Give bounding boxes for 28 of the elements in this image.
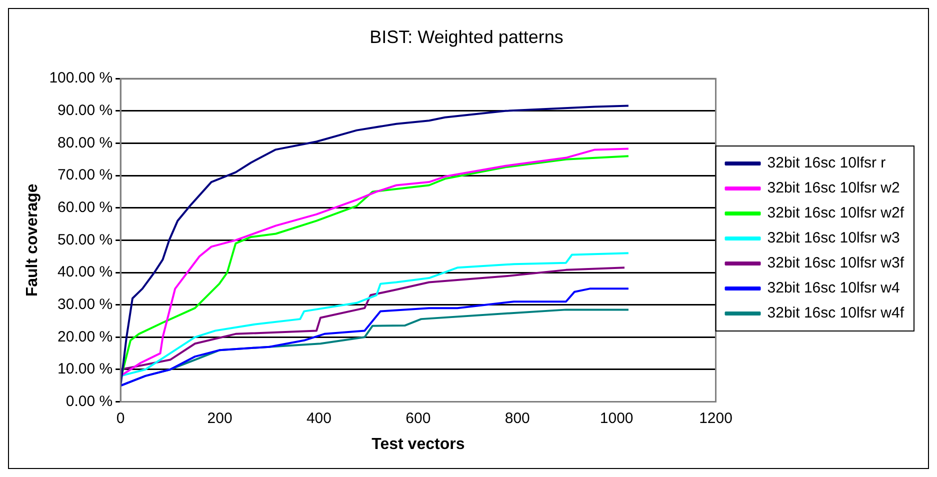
y-tick-label: 0.00 %	[66, 392, 113, 410]
y-tick-label: 40.00 %	[58, 264, 113, 281]
legend-label: 32bit 16sc 10lfsr w3f	[767, 254, 905, 272]
legend-label: 32bit 16sc 10lfsr w3	[767, 230, 900, 247]
y-tick-label: 100.00 %	[49, 70, 113, 87]
x-tick-label: 1000	[600, 410, 634, 427]
y-tick-label: 20.00 %	[58, 328, 113, 346]
legend-label: 32bit 16sc 10lfsr w2f	[767, 204, 905, 222]
legend-label: 32bit 16sc 10lfsr w4f	[767, 304, 905, 322]
x-tick-label: 200	[207, 410, 232, 427]
legend-label: 32bit 16sc 10lfsr r	[767, 154, 886, 172]
x-tick-label: 600	[406, 410, 431, 427]
y-tick-label: 30.00 %	[58, 296, 113, 313]
y-tick-label: 50.00 %	[58, 231, 113, 248]
y-tick-label: 10.00 %	[58, 360, 113, 378]
x-tick-label: 0	[116, 410, 125, 427]
x-tick-label: 1200	[699, 410, 732, 427]
chart-title: BIST: Weighted patterns	[370, 26, 564, 47]
y-tick-label: 70.00 %	[58, 166, 113, 184]
x-axis-title: Test vectors	[372, 436, 465, 453]
y-tick-label: 60.00 %	[58, 199, 113, 216]
x-tick-label: 800	[504, 410, 530, 427]
x-tick-label: 400	[306, 410, 332, 427]
y-tick-label: 90.00 %	[58, 102, 113, 120]
y-axis-title: Fault coverage	[24, 184, 42, 297]
legend-label: 32bit 16sc 10lfsr w4	[767, 280, 900, 297]
legend-label: 32bit 16sc 10lfsr w2	[767, 180, 900, 197]
y-tick-label: 80.00 %	[58, 134, 113, 152]
